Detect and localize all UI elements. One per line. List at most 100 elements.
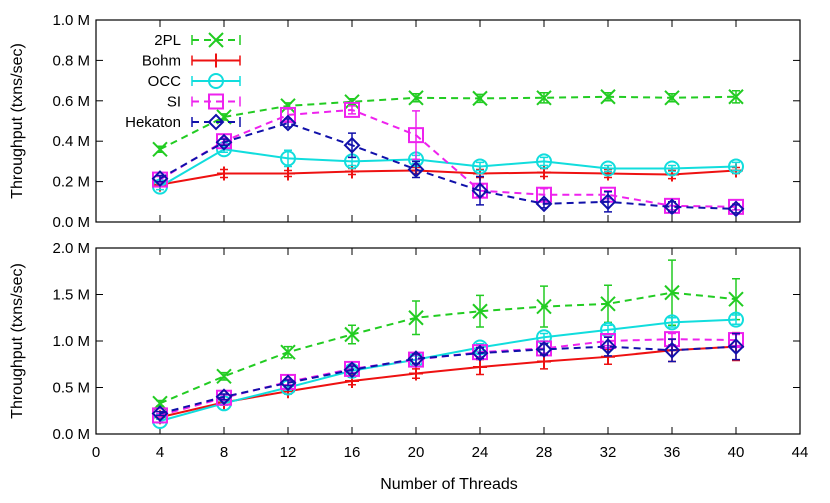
data-point [408,127,424,144]
data-point [536,90,552,106]
y-axis-label: Throughput (txns/sec) [9,43,26,199]
data-point [215,133,233,151]
error-bar [604,164,612,173]
data-point [281,166,295,181]
series-line [159,345,737,419]
error-bar [732,314,740,326]
series-2pl [152,89,744,157]
legend-cap [191,76,241,86]
legend-cap [191,96,241,107]
data-point [409,366,423,381]
data-point [279,374,297,392]
error-bar [540,156,548,167]
error-bar [476,161,484,172]
x-tick-label: 16 [344,444,361,461]
series-line [159,291,737,405]
legend-label: Bohm [142,53,181,70]
legend-cap [191,55,241,66]
legend-marker [207,113,225,131]
data-point [728,158,744,175]
data-point [664,284,680,301]
error-bar [476,175,484,206]
error-bar [668,164,676,173]
data-point [407,161,425,178]
x-tick-label: 4 [156,444,164,461]
series-bohm [153,331,743,425]
legend-label: OCC [148,73,182,90]
y-tick-label: 1.0 M [52,333,90,350]
legend-cap [191,117,241,127]
data-point [279,114,297,132]
series-line [159,148,737,188]
data-point [151,405,169,422]
data-point [664,90,680,106]
data-point [599,193,617,211]
error-bar [668,317,676,328]
data-point [535,340,553,358]
legend-label: 2PL [154,32,181,49]
error-bar [732,161,740,172]
x-tick-label: 12 [280,444,297,461]
y-tick-label: 2.0 M [52,240,90,257]
plot-frame [95,19,801,223]
legend-entry-bohm: Bohm [142,53,241,70]
series-occ [152,141,744,195]
data-point [345,164,359,179]
bottom-panel: 0.0 M 0.5 M 1.0 M 1.5 M 2.0 M 0 4 8 12 16 20 24 28 32… [9,240,808,461]
y-tick-label: 0.6 M [52,93,90,110]
legend-entry-2pl: 2PL [154,32,241,49]
y-tick-label: 1.0 M [52,12,90,29]
x-tick-label: 40 [728,444,745,461]
series-hekaton [151,114,745,218]
y-tick-label: 0.0 M [52,426,90,443]
series-si [152,101,744,215]
series-hekaton [151,332,745,422]
data-point [152,407,168,424]
x-axis-label: Number of Threads [380,476,518,493]
legend-entry-hekaton: Hekaton [125,113,241,131]
data-point [152,141,168,157]
data-point [344,94,360,110]
data-point [280,150,296,167]
data-point [472,303,488,319]
data-point [216,368,232,385]
data-point [727,200,745,218]
data-point [151,170,169,187]
error-bar [412,110,420,161]
data-point [215,388,233,406]
x-tick-label: 20 [408,444,425,461]
error-bar [220,393,228,401]
legend-label: SI [167,94,181,111]
y-tick-label: 0.4 M [52,133,90,150]
error-bar [156,410,164,417]
series-line [159,95,737,151]
top-panel: 0.0 M 0.2 M 0.4 M 0.6 M 0.8 M 1.0 M Throughput… [9,12,801,231]
series-si [152,331,744,424]
y-tick-label: 0.8 M [52,52,90,69]
data-point [217,166,231,181]
x-tick-label: 32 [600,444,617,461]
data-point [471,344,489,362]
plot-frame [95,247,801,435]
error-bar [348,105,356,115]
legend-marker [208,73,224,89]
series-line [159,121,737,210]
x-tick-label: 24 [472,444,489,461]
y-axis-label: Throughput (txns/sec) [9,263,26,419]
data-point [535,195,553,213]
data-point [664,314,680,331]
data-point [472,90,488,107]
data-point [408,90,424,106]
data-point [599,338,617,355]
error-bar [732,332,740,361]
series-2pl [152,259,744,412]
legend-entry-si: SI [167,93,241,111]
data-point [472,158,488,175]
series-line [159,108,737,208]
data-point [600,160,616,177]
data-point [344,101,360,118]
data-point [407,350,425,368]
error-bar [284,379,292,387]
data-point [280,344,296,360]
